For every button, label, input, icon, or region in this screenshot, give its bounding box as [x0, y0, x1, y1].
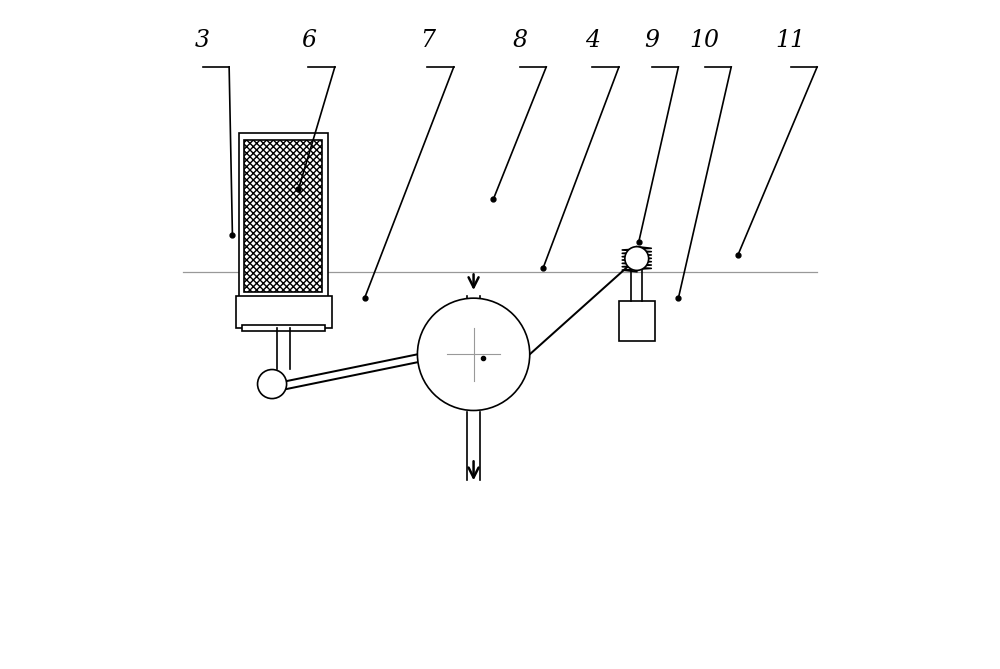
Text: 10: 10 [690, 29, 720, 52]
Circle shape [417, 298, 530, 411]
Text: 6: 6 [301, 29, 316, 52]
Circle shape [258, 369, 287, 399]
Bar [619, 302, 655, 341]
Text: 8: 8 [512, 29, 527, 52]
Text: 7: 7 [420, 29, 435, 52]
Bar [239, 133, 328, 298]
Bar [242, 324, 325, 331]
Bar [236, 296, 332, 328]
Text: 4: 4 [585, 29, 600, 52]
Text: 11: 11 [776, 29, 806, 52]
Text: 3: 3 [195, 29, 210, 52]
Bar [244, 140, 322, 292]
Circle shape [625, 247, 649, 270]
Text: 9: 9 [644, 29, 659, 52]
